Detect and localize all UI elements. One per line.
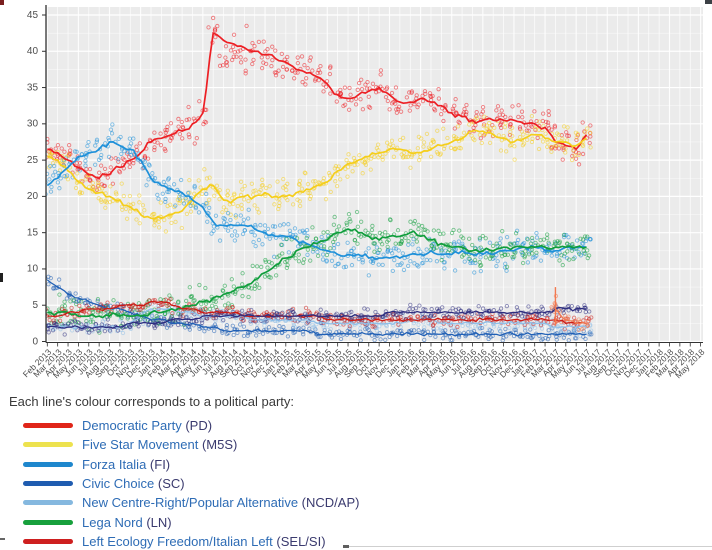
party-link[interactable]: Five Star Movement bbox=[82, 437, 199, 453]
party-abbreviation: (PD) bbox=[181, 418, 213, 434]
legend-item-fi: Forza Italia (FI) bbox=[0, 455, 420, 474]
party-link[interactable]: New Centre-Right/Popular Alternative bbox=[82, 495, 299, 511]
screenshot-artifact bbox=[0, 273, 3, 282]
section-divider bbox=[345, 546, 712, 547]
party-link[interactable]: Civic Choice bbox=[82, 476, 155, 492]
legend-item-selsi: Left Ecology Freedom/Italian Left (SEL/S… bbox=[0, 532, 420, 550]
party-abbreviation: (SC) bbox=[154, 476, 185, 492]
legend-item-ncdap: New Centre-Right/Popular Alternative (NC… bbox=[0, 493, 420, 512]
screenshot-artifact bbox=[0, 538, 5, 540]
legend-item-pd: Democratic Party (PD) bbox=[0, 416, 420, 435]
party-abbreviation: (SEL/SI) bbox=[272, 533, 326, 549]
party-link[interactable]: Lega Nord bbox=[82, 514, 143, 530]
party-link[interactable]: Forza Italia bbox=[82, 456, 147, 472]
legend-item-m5s: Five Star Movement (M5S) bbox=[0, 435, 420, 454]
legend-item-sc: Civic Choice (SC) bbox=[0, 474, 420, 493]
screenshot-artifact bbox=[705, 0, 712, 4]
party-abbreviation: (M5S) bbox=[198, 437, 238, 453]
party-abbreviation: (LN) bbox=[142, 514, 172, 530]
legend-item-ln: Lega Nord (LN) bbox=[0, 512, 420, 531]
screenshot-artifact bbox=[0, 0, 4, 5]
polling-chart bbox=[0, 0, 712, 392]
legend-color-swatch bbox=[23, 461, 73, 467]
legend-color-swatch bbox=[23, 481, 73, 487]
party-abbreviation: (FI) bbox=[146, 456, 171, 472]
legend-color-swatch bbox=[23, 538, 73, 544]
legend-color-swatch bbox=[23, 519, 73, 525]
party-link[interactable]: Democratic Party bbox=[82, 418, 182, 434]
legend-heading: Each line's colour corresponds to a poli… bbox=[9, 394, 295, 409]
legend-color-swatch bbox=[23, 423, 73, 429]
party-abbreviation: (NCD/AP) bbox=[298, 495, 360, 511]
section-divider-cap bbox=[343, 545, 349, 548]
party-link[interactable]: Left Ecology Freedom/Italian Left bbox=[82, 533, 273, 549]
legend-color-swatch bbox=[23, 500, 73, 506]
legend-color-swatch bbox=[23, 442, 73, 448]
legend-list: Democratic Party (PD) Five Star Movement … bbox=[0, 416, 420, 550]
